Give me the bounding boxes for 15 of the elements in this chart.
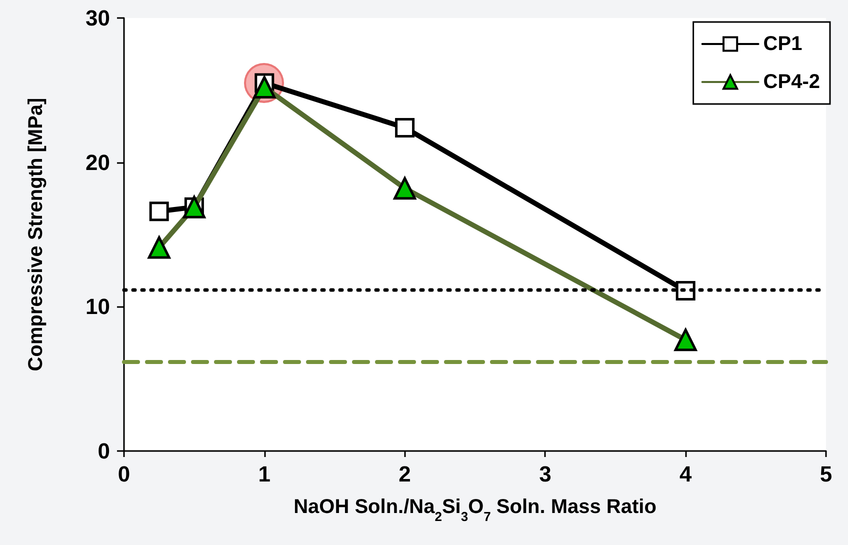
x-tick-label: 4 xyxy=(679,462,692,486)
y-tick-label: 20 xyxy=(86,150,110,175)
y-tick-label: 30 xyxy=(86,6,110,30)
legend-label: CP4-2 xyxy=(763,71,820,93)
y-tick-label: 10 xyxy=(86,294,110,320)
x-tick-label: 3 xyxy=(539,462,552,486)
x-tick-label: 0 xyxy=(118,462,130,486)
x-tick-label: 5 xyxy=(820,462,832,486)
x-tick-label: 1 xyxy=(258,462,271,486)
y-axis-title: Compressive Strength [MPa] xyxy=(25,98,47,372)
point xyxy=(149,202,169,222)
x-tick-label: 2 xyxy=(398,462,411,486)
legend-label: CP1 xyxy=(763,33,802,55)
y-tick-label: 0 xyxy=(98,438,110,464)
point xyxy=(395,118,415,138)
